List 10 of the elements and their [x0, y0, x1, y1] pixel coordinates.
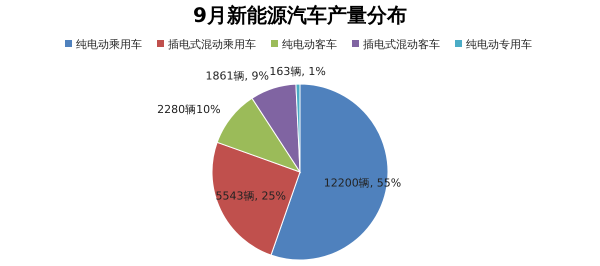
- data-label: 2280辆10%: [157, 103, 221, 116]
- legend-label: 纯电动专用车: [466, 38, 532, 51]
- legend-label: 插电式混动客车: [363, 38, 440, 51]
- chart-title: 9月新能源汽车产量分布: [193, 3, 407, 27]
- data-label: 163辆, 1%: [269, 64, 326, 78]
- data-label: 1861辆, 9%: [206, 70, 269, 83]
- legend-label: 纯电动乘用车: [76, 38, 142, 51]
- legend-label: 纯电动客车: [282, 38, 337, 51]
- legend-label: 插电式混动乘用车: [168, 38, 256, 51]
- data-label: 5543辆, 25%: [216, 190, 286, 203]
